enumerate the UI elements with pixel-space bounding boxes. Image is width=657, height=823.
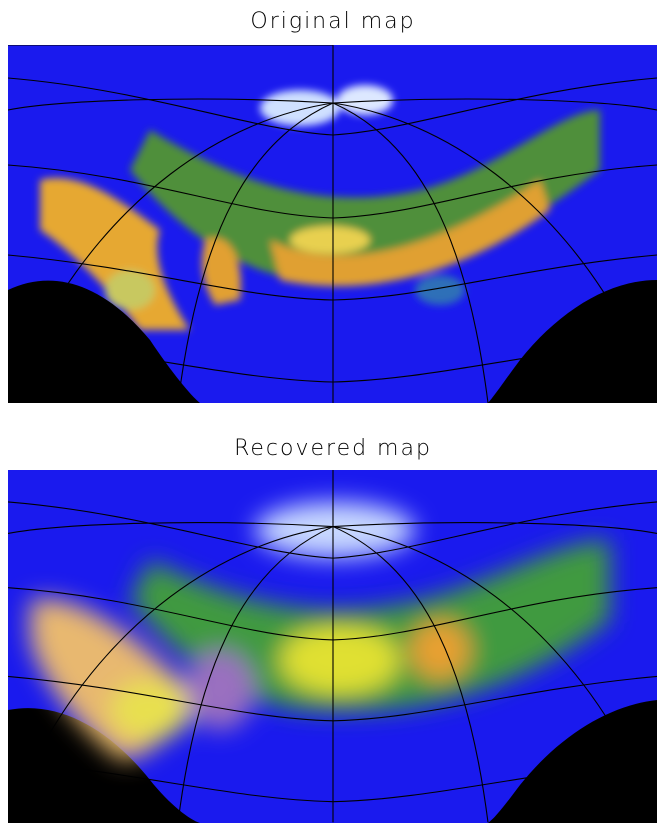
recovered-map [8, 469, 657, 823]
panel-title: Original map [250, 9, 415, 34]
panel-title: Recovered map [234, 436, 432, 461]
original-map [8, 45, 657, 403]
figure: Original map Recovered map [0, 0, 657, 823]
